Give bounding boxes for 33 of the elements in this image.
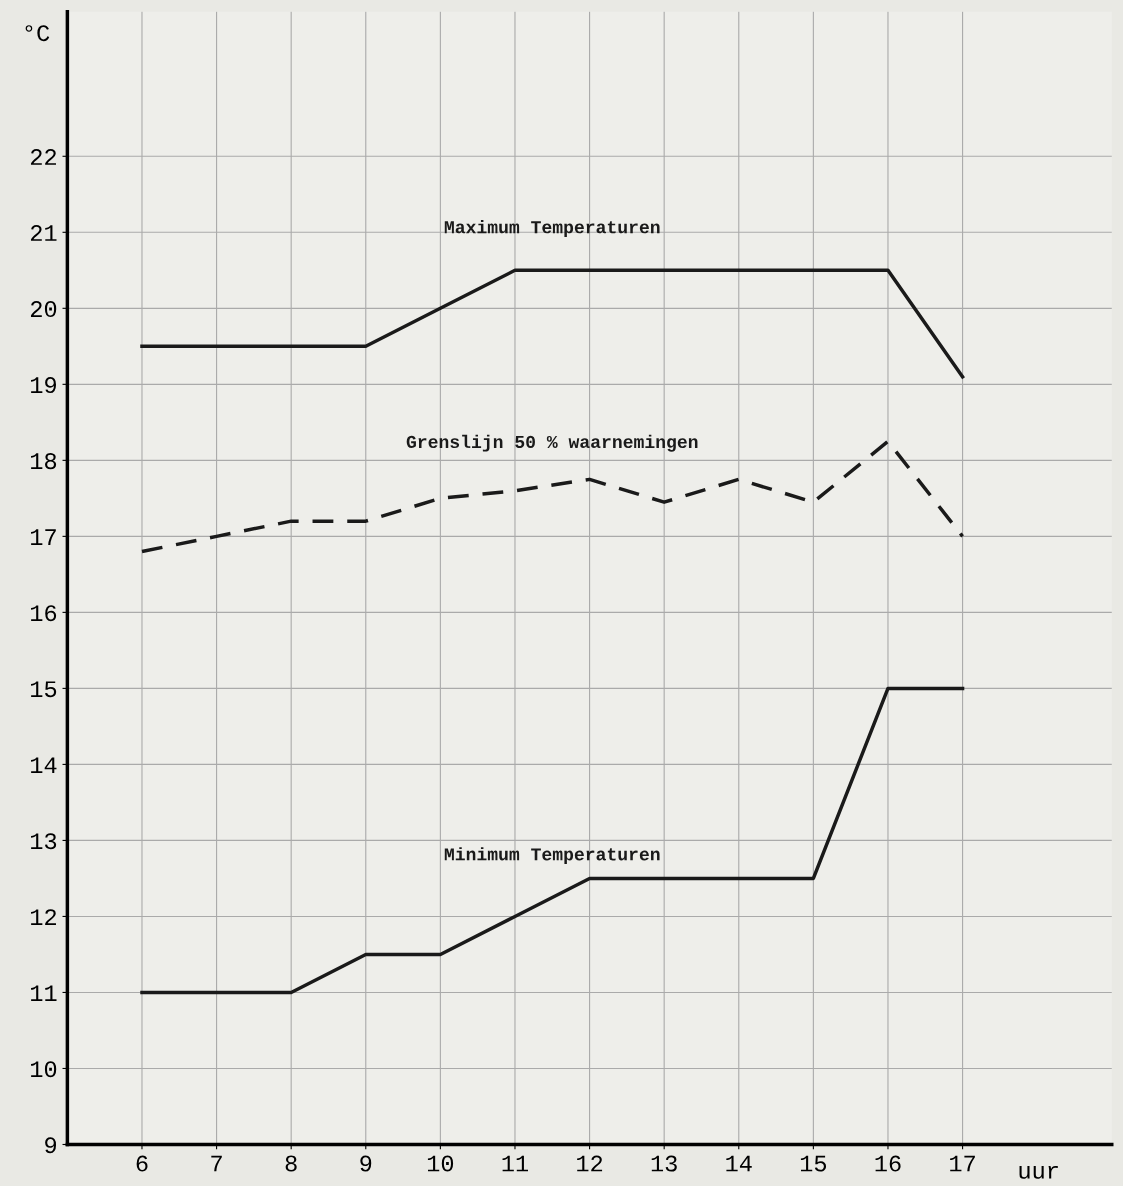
x-tick-label: 11 bbox=[502, 1155, 528, 1172]
x-tick-label: 17 bbox=[950, 1155, 975, 1172]
x-axis-title: uur bbox=[1019, 1165, 1058, 1179]
series-label: Maximum Temperaturen bbox=[444, 220, 660, 237]
y-tick-label: 10 bbox=[31, 1061, 57, 1078]
y-tick-label: 9 bbox=[45, 1137, 57, 1154]
line-series bbox=[140, 686, 965, 995]
x-tick-label: 12 bbox=[577, 1155, 603, 1172]
line-series bbox=[140, 268, 965, 379]
y-tick-label: 14 bbox=[31, 757, 57, 773]
text: Grenslijn 50 % waarnemingen bbox=[406, 434, 698, 452]
x-tick-label: 15 bbox=[800, 1155, 827, 1172]
y-tick-label: 11 bbox=[31, 985, 57, 1002]
x-tick-label: 6 bbox=[136, 1155, 148, 1172]
y-tick-label: 20 bbox=[30, 301, 57, 318]
x-tick-label: 16 bbox=[875, 1155, 901, 1172]
y-axis-title: °C bbox=[25, 25, 50, 42]
y-tick-label: 17 bbox=[31, 529, 56, 545]
y-tick-label: 19 bbox=[31, 377, 57, 394]
y-tick-label: 22 bbox=[30, 149, 56, 165]
y-tick-label: 18 bbox=[31, 453, 57, 470]
x-tick-label: 13 bbox=[651, 1155, 677, 1172]
x-tick-label: 8 bbox=[285, 1155, 297, 1172]
y-tick-label: 21 bbox=[30, 225, 57, 241]
x-tick-label: 9 bbox=[360, 1155, 372, 1172]
x-tick-label: 14 bbox=[726, 1155, 752, 1172]
y-tick-label: 13 bbox=[31, 833, 57, 850]
y-tick-label: 12 bbox=[31, 909, 56, 925]
y-tick-label: 15 bbox=[31, 681, 57, 698]
y-tick-label: 16 bbox=[31, 605, 57, 622]
x-tick-label: 10 bbox=[427, 1155, 454, 1172]
x-tick-label: 7 bbox=[211, 1155, 222, 1172]
series-label: Minimum Temperaturen bbox=[444, 847, 660, 865]
